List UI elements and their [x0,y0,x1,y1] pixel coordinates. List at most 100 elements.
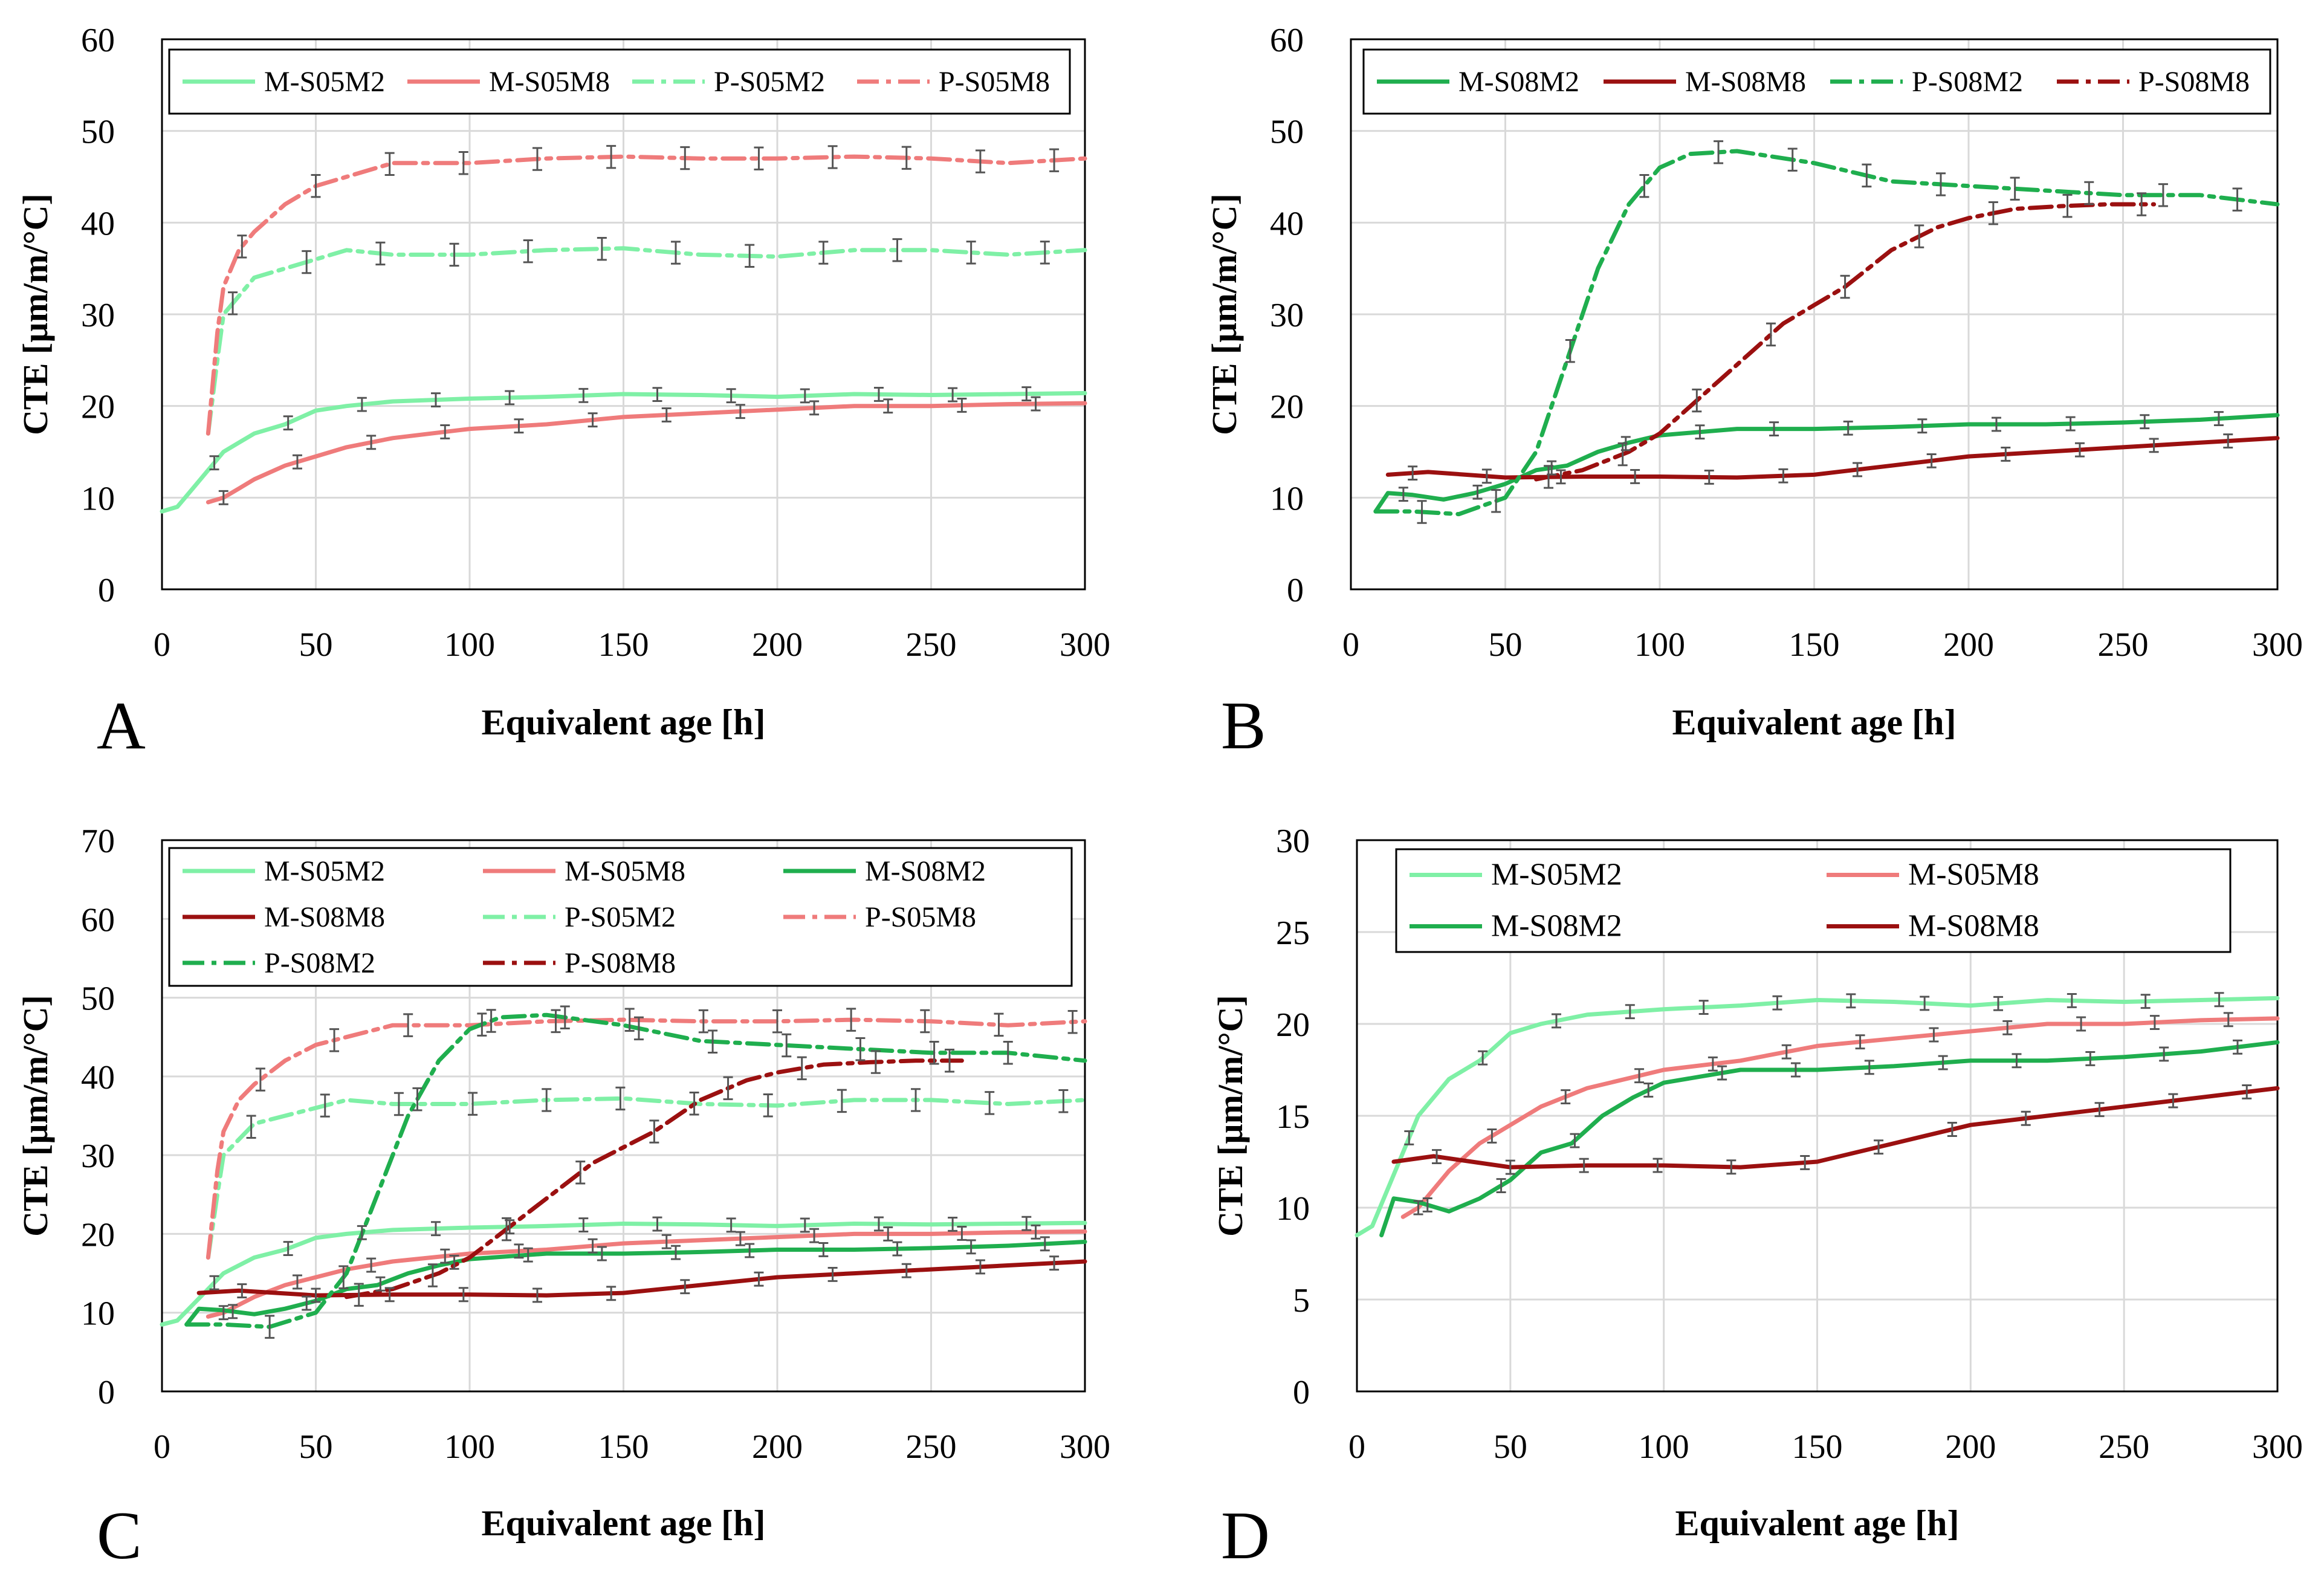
panel-c-error-bar [449,1254,459,1270]
panel-b-error-bar [2062,193,2073,218]
panel-c-error-bar [597,1246,607,1261]
panel-d-error-bar [1920,996,1930,1011]
panel-c-error-bar [633,1016,644,1041]
panel-c-series-m-s08m2 [184,1240,1087,1327]
panel-c-error-bar [375,1276,386,1292]
panel-d-error-bar [1404,1130,1414,1145]
panel-d-error-bar [2012,1053,2022,1069]
panel-c-legend-item-m-s08m2: M-S08M2 [783,855,986,887]
panel-c-error-bar [542,1088,552,1112]
panel-a-y-tick-label: 0 [98,572,115,609]
panel-d-series-m-s05m2 [1355,996,2280,1238]
panel-a-error-bar [1031,396,1041,412]
panel-a-error-bar [754,146,764,170]
panel-b-y-axis-title: CTE [µm/m/°C] [1205,193,1244,435]
panel-a-error-bar [505,390,515,406]
panel-a-error-bar [606,144,617,169]
panel-a-error-bar [218,490,228,505]
panel-a-legend-label: M-S05M2 [264,66,385,98]
panel-d-x-tick-label: 100 [1639,1428,1689,1466]
panel-d-error-bar [2242,1084,2252,1099]
panel-a-error-bar [975,149,985,173]
panel-c-legend-label: P-S05M2 [565,901,676,933]
panel-b-legend-item-p-s08m2: P-S08M2 [1830,66,2023,98]
panel-d-x-tick-label: 0 [1348,1428,1365,1466]
panel-a-error-bar [745,244,755,268]
panel-c-error-bar [606,1286,617,1301]
panel-c-error-bar [763,1093,773,1118]
panel-b-series-p-s08m2 [1373,149,2280,517]
panel-c-error-bar [911,1088,921,1112]
panel-a-legend-label: P-S05M8 [939,66,1050,98]
panel-c-legend-label: M-S05M2 [264,855,385,887]
panel-c-y-tick-label: 70 [81,823,115,860]
panel-c-legend-item-p-s05m8: P-S05M8 [783,901,976,933]
panel-a-error-bar [800,388,810,404]
panel-a-error-bar [1040,241,1050,265]
panel-c-series-p-s05m2 [206,1096,1087,1260]
panel-c-error-bar [649,1119,659,1144]
panel-d-error-bar [1947,1122,1957,1137]
panel-b-error-bar [1840,274,1850,299]
panel-c-error-bar [818,1242,829,1257]
panel-c-error-bar [218,1305,228,1321]
panel-d-error-bar [2149,1015,2160,1031]
panel-c-error-bar [800,1217,810,1233]
panel-a-y-axis-title: CTE [µm/m/°C] [16,193,55,435]
panel-d-legend-item-m-s08m8: M-S08M8 [1827,909,2039,944]
panel-c-error-bar [920,1009,930,1034]
panel-c-x-tick-label: 300 [1060,1428,1110,1466]
panel-c-error-bar [723,1076,733,1101]
panel-d-plot-area [1356,839,2279,1393]
panel-c-error-bar [357,1225,367,1240]
panel-b-error-bar [1556,469,1566,485]
panel-d-error-bar [2168,1093,2178,1109]
panel-a-error-bar [735,404,745,419]
panel-c-error-bar [985,1091,995,1115]
panel-c-error-bar [809,1228,820,1243]
panel-b-x-tick-label: 250 [2098,626,2149,664]
panel-b-x-tick-label: 50 [1489,626,1523,664]
panel-d-error-bar [2159,1046,2169,1062]
panel-a-error-bar [302,250,312,274]
panel-d-error-bar [1634,1068,1645,1084]
panel-a-error-bar [292,454,302,470]
panel-c-y-tick-label: 10 [81,1295,115,1333]
panel-b-error-bar [1565,338,1575,363]
panel-a-error-bar [966,241,976,265]
panel-b-error-bar [1417,500,1427,524]
panel-b-error-bar [2010,176,2020,201]
panel-c-error-bar [237,1283,247,1298]
panel-c-error-bar [994,1012,1004,1037]
panel-d-error-bar [1698,1000,1709,1015]
panel-c-series-p-s08m2 [184,1012,1087,1329]
panel-c-y-tick-label: 30 [81,1138,115,1175]
panel-c-series-p-s08m8 [344,1058,964,1300]
panel-c-error-bar [255,1067,265,1092]
panel-b-error-bar [1544,465,1554,489]
panel-d-error-bar [2214,992,2224,1008]
panel-a-error-bar [883,398,893,414]
panel-b-error-bar [1914,224,1924,248]
panel-a-x-tick-label: 150 [598,626,649,664]
panel-c-error-bar [1049,1255,1060,1271]
panel-d-error-bar [1864,1060,1874,1075]
panel-c-error-bar [427,1263,438,1287]
panel-c-error-bar [901,1263,911,1278]
panel-d-error-bar [1561,1089,1571,1105]
panel-a-legend: M-S05M2 M-S05M8 P-S05M2 P-S05M8 [168,48,1071,115]
panel-c-error-bar [929,1041,939,1065]
panel-d-series-m-s08m2 [1379,1040,2280,1238]
panel-b-error-bar [1843,420,1853,436]
panel-c-legend-label: P-S08M8 [565,947,676,979]
panel-c-y-tick-label: 20 [81,1216,115,1254]
panel-a-error-bar [523,239,533,264]
panel-c-error-bar [680,1279,690,1295]
panel-c-error-bar [393,1092,404,1116]
panel-a-x-tick-label: 0 [154,626,170,664]
panel-b-error-bar [1853,462,1863,478]
panel-c-error-bar [615,1086,626,1111]
panel-c-y-axis-title: CTE [µm/m/°C] [16,995,55,1237]
panel-d-y-axis-title: CTE [µm/m/°C] [1211,995,1250,1237]
